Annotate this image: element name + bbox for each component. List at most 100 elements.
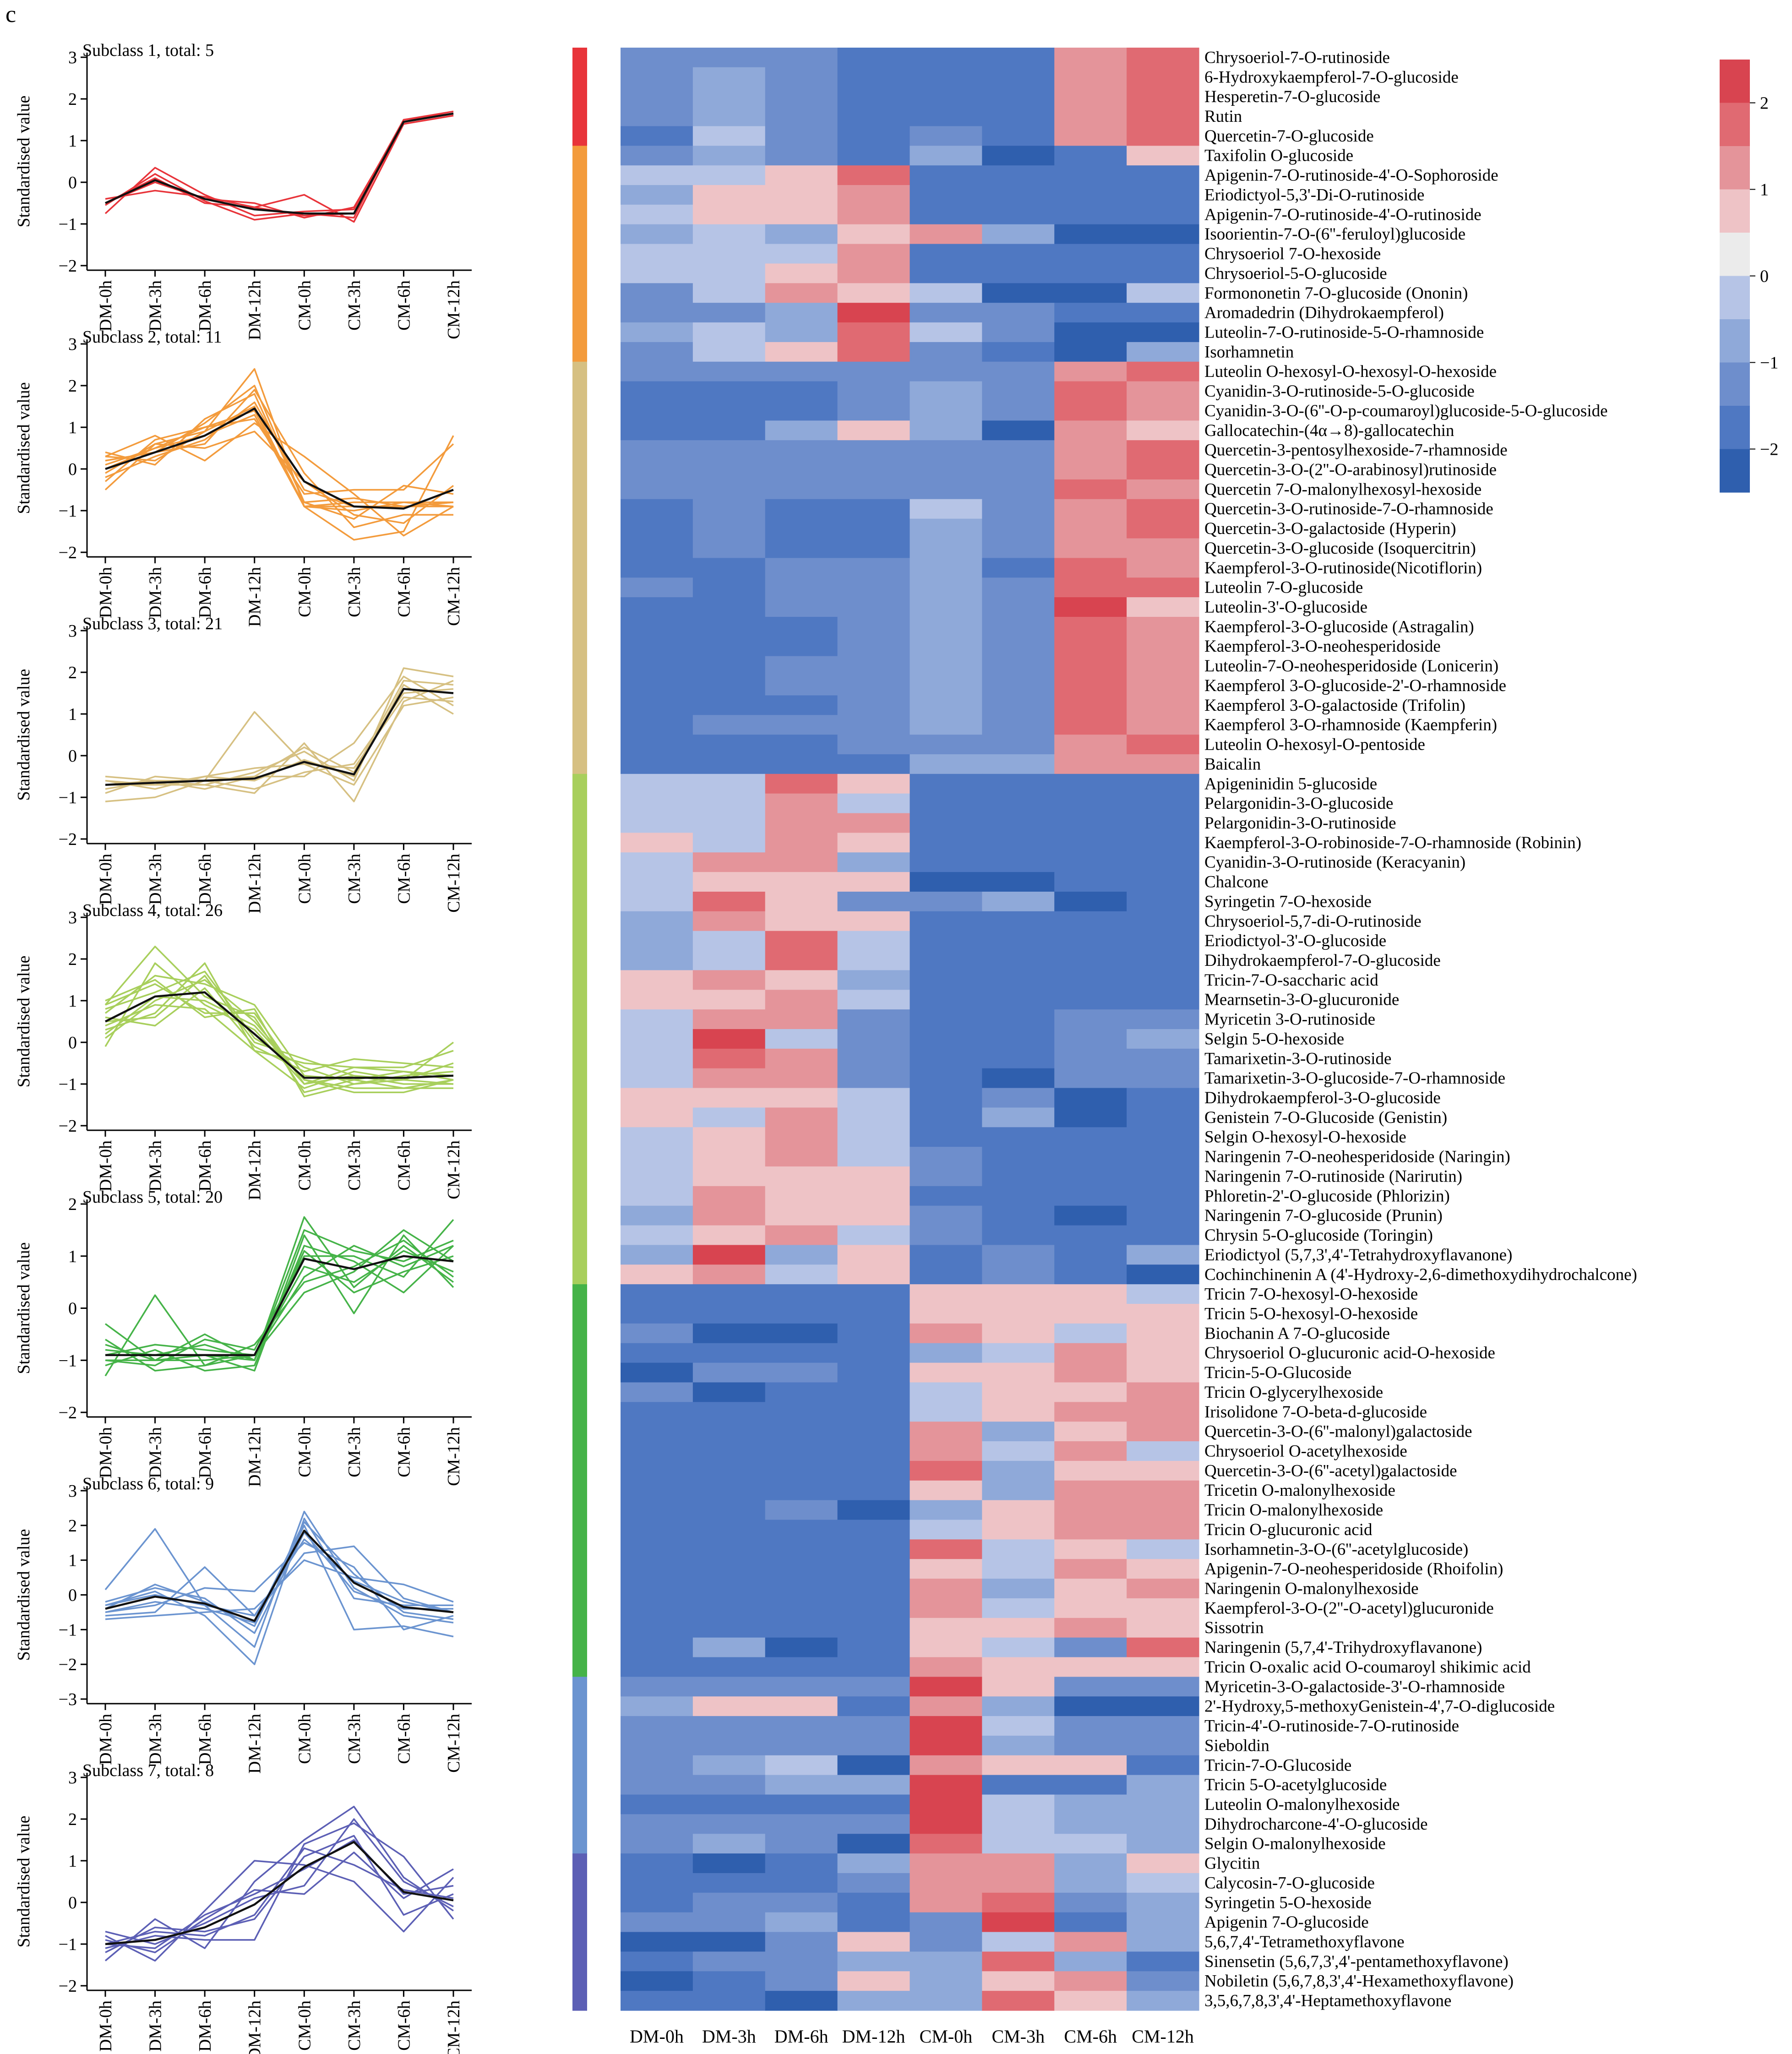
heatmap-cell — [1127, 774, 1199, 794]
heatmap-cell — [837, 1323, 910, 1344]
row-label: Luteolin O-hexosyl-O-pentoside — [1204, 736, 1425, 754]
x-tick-label: CM-6h — [394, 854, 414, 904]
heatmap-cell — [1127, 1382, 1199, 1402]
heatmap-cell — [765, 1834, 838, 1854]
row-label: Kaempferol-3-O-robinoside-7-O-rhamnoside… — [1204, 834, 1581, 852]
heatmap-cell — [837, 1991, 910, 2011]
heatmap-cell — [837, 1657, 910, 1677]
heatmap-cell — [621, 1539, 693, 1559]
x-tick-label: CM-3h — [345, 567, 364, 617]
heatmap-cell — [910, 1853, 982, 1874]
heatmap-cell — [765, 1048, 838, 1069]
heatmap-cell — [1054, 1873, 1127, 1893]
heatmap-cell — [692, 1480, 766, 1501]
heatmap-cell — [621, 578, 693, 598]
heatmap-cell — [1127, 558, 1199, 578]
x-tick-label: CM-0h — [295, 1140, 314, 1191]
row-label: Tricin O-malonylhexoside — [1204, 1501, 1383, 1520]
heatmap-cell — [765, 1382, 838, 1402]
heatmap-cell — [1127, 1932, 1199, 1952]
heatmap-cell — [621, 636, 693, 657]
y-tick-label: 2 — [68, 376, 77, 396]
heatmap-cell — [765, 597, 838, 617]
heatmap-cell — [982, 1284, 1055, 1304]
heatmap-cell — [765, 793, 838, 814]
heatmap-cell — [692, 1991, 766, 2011]
heatmap-cell — [837, 1422, 910, 1442]
y-tick-label: 0 — [68, 1893, 77, 1912]
heatmap-cell — [910, 813, 982, 833]
heatmap-cell — [692, 460, 766, 480]
row-label: Aromadedrin (Dihydrokaempferol) — [1204, 304, 1444, 322]
row-label: Kaempferol-3-O-(2''-O-acetyl)glucuronide — [1204, 1599, 1494, 1618]
heatmap-cell — [837, 361, 910, 382]
heatmap-cell — [692, 1166, 766, 1187]
y-tick-label: −2 — [59, 256, 77, 276]
y-tick-label: −1 — [59, 1075, 77, 1094]
heatmap-cell — [1054, 1127, 1127, 1147]
heatmap-cell — [837, 1441, 910, 1461]
heatmap-cell — [621, 87, 693, 107]
heatmap-cell — [692, 1912, 766, 1933]
heatmap-cell — [621, 1991, 693, 2011]
heatmap-cell — [1127, 656, 1199, 676]
heatmap-cell — [982, 1107, 1055, 1128]
line-panel-3: −2 −1 0 1 2 3 DM-0h DM-3h DM-6h DM-12h CM-0h CM-3h C… — [14, 614, 472, 914]
heatmap-cell — [910, 911, 982, 932]
heatmap-cell — [765, 1402, 838, 1422]
heatmap-cell — [621, 224, 693, 245]
heatmap-cell — [1054, 1029, 1127, 1049]
heatmap-cell — [1054, 1186, 1127, 1206]
heatmap-cell — [837, 303, 910, 323]
heatmap-cell — [1127, 126, 1199, 146]
heatmap-cell — [910, 1343, 982, 1363]
heatmap-cell — [1054, 970, 1127, 990]
heatmap-cell — [1054, 872, 1127, 892]
panel-title: Subclass 1, total: 5 — [82, 41, 214, 60]
heatmap-cell — [692, 911, 766, 932]
y-tick-label: 2 — [68, 1810, 77, 1829]
x-tick-label: DM-12h — [245, 280, 265, 340]
heatmap-cell — [837, 1579, 910, 1599]
heatmap-cell — [982, 165, 1055, 185]
heatmap-cell — [1054, 322, 1127, 343]
heatmap-cell — [982, 1814, 1055, 1834]
heatmap-cell — [692, 1127, 766, 1147]
heatmap-cell — [982, 1951, 1055, 1972]
heatmap-cell — [692, 185, 766, 205]
heatmap-cell — [621, 1362, 693, 1383]
heatmap-cell — [1127, 1147, 1199, 1167]
row-label: Eriodictyol (5,7,3',4'-Tetrahydroxyflava… — [1204, 1246, 1512, 1264]
x-tick-label: DM-12h — [245, 2000, 265, 2054]
heatmap-cell — [1054, 1853, 1127, 1874]
row-label: Nobiletin (5,6,7,8,3',4'-Hexamethoxyflav… — [1204, 1972, 1514, 1991]
heatmap-cell — [910, 1029, 982, 1049]
column-label: DM-3h — [702, 2026, 756, 2047]
heatmap-cell — [1127, 1362, 1199, 1383]
heatmap-cell — [1127, 244, 1199, 264]
heatmap-cell — [982, 440, 1055, 460]
heatmap-cell — [621, 1480, 693, 1501]
heatmap: Chrysoeriol-7-O-rutinoside6-Hydroxykaemp… — [572, 48, 1637, 2047]
heatmap-cell — [692, 715, 766, 735]
heatmap-cell — [982, 1186, 1055, 1206]
x-tick-label: CM-6h — [394, 280, 414, 331]
heatmap-cell — [910, 1912, 982, 1933]
heatmap-cell — [837, 1814, 910, 1834]
heatmap-cell — [837, 1971, 910, 1991]
heatmap-cell — [837, 891, 910, 912]
series-line — [104, 1510, 454, 1648]
heatmap-cell — [837, 1834, 910, 1854]
heatmap-cell — [1054, 1284, 1127, 1304]
row-label: Isorhamnetin — [1204, 343, 1294, 361]
heatmap-cell — [982, 1422, 1055, 1442]
y-tick-label: 1 — [68, 131, 77, 151]
heatmap-cell — [621, 1500, 693, 1520]
heatmap-cell — [1054, 950, 1127, 971]
heatmap-cell — [692, 303, 766, 323]
heatmap-cell — [837, 401, 910, 421]
panel-title: Subclass 2, total: 11 — [82, 327, 222, 347]
heatmap-cell — [692, 1029, 766, 1049]
heatmap-cell — [1054, 1834, 1127, 1854]
x-tick-label: CM-12h — [444, 280, 463, 339]
